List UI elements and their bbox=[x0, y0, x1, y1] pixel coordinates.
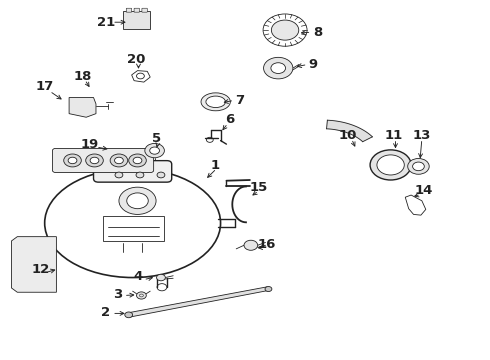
Text: 15: 15 bbox=[249, 181, 268, 194]
Text: 20: 20 bbox=[127, 53, 146, 66]
Circle shape bbox=[377, 155, 404, 175]
Text: 6: 6 bbox=[225, 113, 234, 126]
Circle shape bbox=[244, 240, 258, 250]
Circle shape bbox=[90, 157, 99, 164]
Text: 3: 3 bbox=[113, 288, 122, 301]
Circle shape bbox=[86, 154, 103, 167]
Circle shape bbox=[271, 63, 286, 73]
Circle shape bbox=[370, 150, 411, 180]
Circle shape bbox=[271, 20, 299, 40]
Circle shape bbox=[125, 312, 133, 318]
Text: 9: 9 bbox=[309, 58, 318, 71]
Circle shape bbox=[408, 158, 429, 174]
Ellipse shape bbox=[206, 96, 225, 108]
Circle shape bbox=[137, 292, 147, 299]
Circle shape bbox=[68, 157, 77, 164]
FancyBboxPatch shape bbox=[142, 8, 147, 12]
Circle shape bbox=[64, 154, 81, 167]
FancyBboxPatch shape bbox=[134, 8, 140, 12]
Text: 4: 4 bbox=[134, 270, 143, 283]
Text: 5: 5 bbox=[151, 132, 161, 145]
Circle shape bbox=[157, 274, 165, 281]
Text: 14: 14 bbox=[414, 184, 433, 197]
FancyBboxPatch shape bbox=[94, 161, 172, 182]
Text: 13: 13 bbox=[413, 129, 431, 142]
Polygon shape bbox=[69, 98, 96, 117]
Text: 7: 7 bbox=[236, 94, 245, 107]
Text: 2: 2 bbox=[101, 306, 110, 319]
Circle shape bbox=[157, 172, 165, 178]
Circle shape bbox=[413, 162, 424, 171]
Polygon shape bbox=[326, 120, 372, 142]
Text: 1: 1 bbox=[210, 159, 219, 172]
FancyBboxPatch shape bbox=[123, 11, 150, 29]
Circle shape bbox=[150, 147, 159, 154]
Text: 18: 18 bbox=[74, 69, 92, 82]
Text: 11: 11 bbox=[385, 129, 403, 142]
Text: 16: 16 bbox=[258, 238, 276, 251]
Circle shape bbox=[136, 172, 144, 178]
Circle shape bbox=[133, 157, 142, 164]
Text: 17: 17 bbox=[36, 80, 54, 93]
Text: 10: 10 bbox=[339, 129, 357, 142]
Circle shape bbox=[145, 143, 164, 158]
Circle shape bbox=[265, 287, 272, 292]
Circle shape bbox=[115, 172, 123, 178]
Circle shape bbox=[115, 157, 123, 164]
Circle shape bbox=[110, 154, 128, 167]
Circle shape bbox=[129, 154, 147, 167]
Ellipse shape bbox=[201, 93, 230, 111]
Polygon shape bbox=[129, 287, 269, 317]
Text: 21: 21 bbox=[97, 16, 115, 29]
Circle shape bbox=[264, 57, 293, 79]
Circle shape bbox=[127, 193, 148, 209]
Text: 8: 8 bbox=[314, 26, 323, 39]
Text: 12: 12 bbox=[32, 263, 50, 276]
Text: 19: 19 bbox=[80, 138, 99, 150]
FancyBboxPatch shape bbox=[52, 148, 154, 172]
Polygon shape bbox=[11, 237, 56, 292]
FancyBboxPatch shape bbox=[126, 8, 132, 12]
Circle shape bbox=[119, 187, 156, 215]
